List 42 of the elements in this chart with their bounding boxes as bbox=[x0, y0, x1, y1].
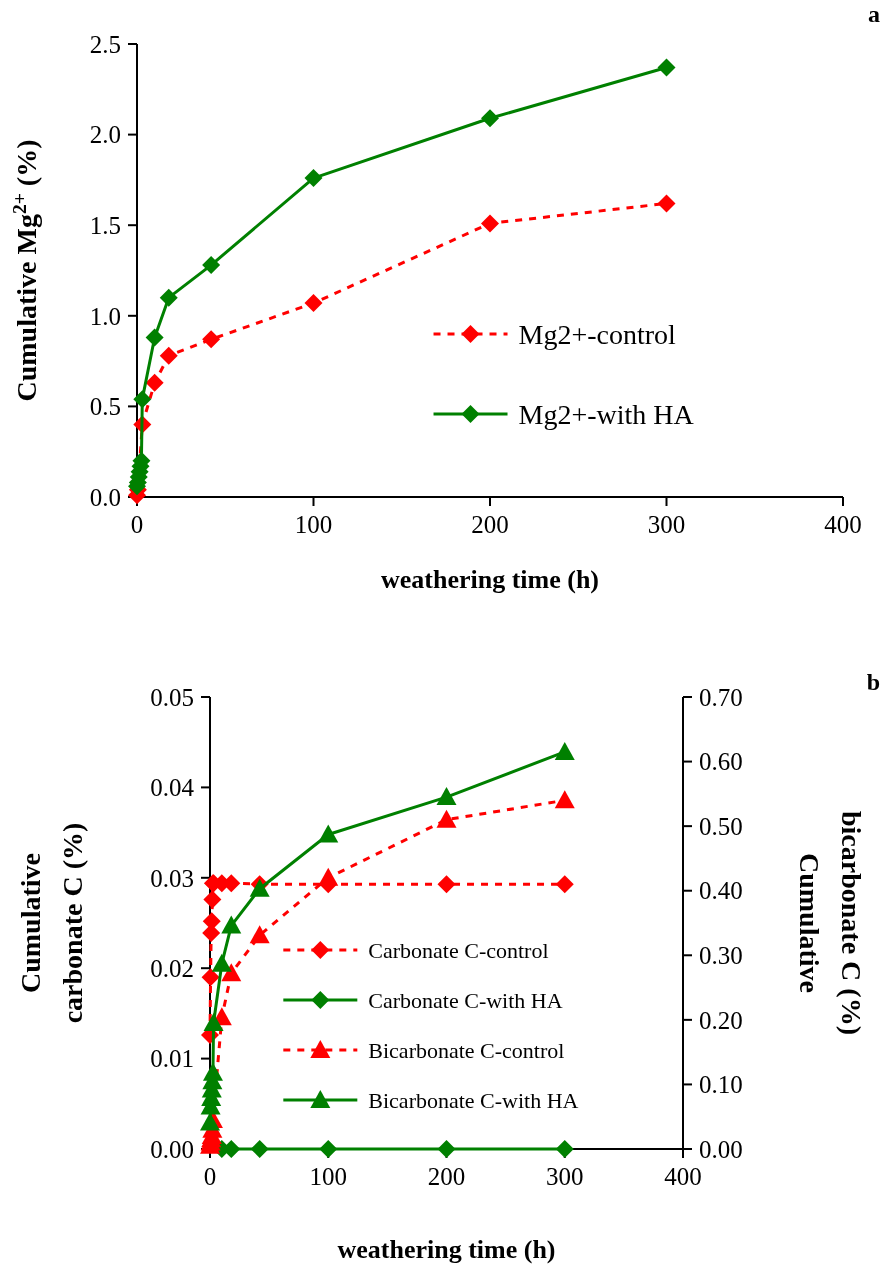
x-tick-label: 100 bbox=[294, 511, 333, 538]
y-tick-label: 0.05 bbox=[150, 683, 194, 711]
x-tick-label: 200 bbox=[427, 1163, 466, 1190]
y2-tick-label: 0.10 bbox=[699, 1071, 743, 1099]
x-tick-label: 100 bbox=[309, 1163, 347, 1190]
y2-tick-label: 0.50 bbox=[699, 812, 743, 840]
legend-label: Bicarbonate C-with HA bbox=[368, 1087, 579, 1113]
y2-tick-label: 0.40 bbox=[699, 877, 743, 905]
y-axis-title: Cumulative carbonate C (%) bbox=[15, 822, 88, 1024]
legend-label: Carbonate C-with HA bbox=[368, 987, 563, 1013]
x-axis-title: weathering time (h) bbox=[337, 1235, 556, 1264]
y-tick-label: 0.0 bbox=[89, 483, 121, 511]
x-tick-label: 0 bbox=[203, 1163, 217, 1190]
y-tick-label: 1.5 bbox=[89, 211, 121, 239]
y2-axis-title: Cumulative bicarbonate C (%) bbox=[794, 811, 867, 1035]
y-tick-label: 1.0 bbox=[89, 302, 121, 330]
x-tick-label: 300 bbox=[647, 511, 686, 538]
legend-label: Bicarbonate C-control bbox=[368, 1037, 565, 1063]
y2-tick-label: 0.60 bbox=[699, 748, 743, 776]
x-tick-label: 400 bbox=[824, 511, 862, 538]
y-tick-label: 0.5 bbox=[89, 393, 121, 421]
x-tick-label: 300 bbox=[546, 1163, 584, 1190]
y2-tick-label: 0.30 bbox=[699, 942, 743, 970]
y-tick-label: 0.03 bbox=[150, 864, 194, 892]
y2-tick-label: 0.70 bbox=[699, 683, 743, 711]
y-tick-label: 0.00 bbox=[150, 1135, 194, 1163]
y-tick-label: 0.02 bbox=[150, 954, 194, 982]
x-tick-label: 0 bbox=[130, 511, 144, 538]
y-tick-label: 0.04 bbox=[150, 774, 195, 802]
x-axis-title: weathering time (h) bbox=[380, 565, 600, 594]
y-tick-label: 0.01 bbox=[150, 1045, 194, 1073]
text: b bbox=[866, 669, 880, 695]
x-tick-label: 400 bbox=[664, 1163, 702, 1190]
x-tick-label: 200 bbox=[471, 511, 509, 538]
y-tick-label: 2.5 bbox=[89, 30, 121, 58]
y2-tick-label: 0.00 bbox=[699, 1135, 743, 1163]
y2-tick-label: 0.20 bbox=[699, 1006, 743, 1034]
y-tick-label: 2.0 bbox=[89, 121, 121, 149]
legend-label: Mg2+-with HA bbox=[518, 398, 695, 430]
legend-label: Mg2+-control bbox=[518, 318, 677, 350]
text: a bbox=[868, 1, 880, 27]
legend-label: Carbonate C-control bbox=[368, 937, 549, 963]
